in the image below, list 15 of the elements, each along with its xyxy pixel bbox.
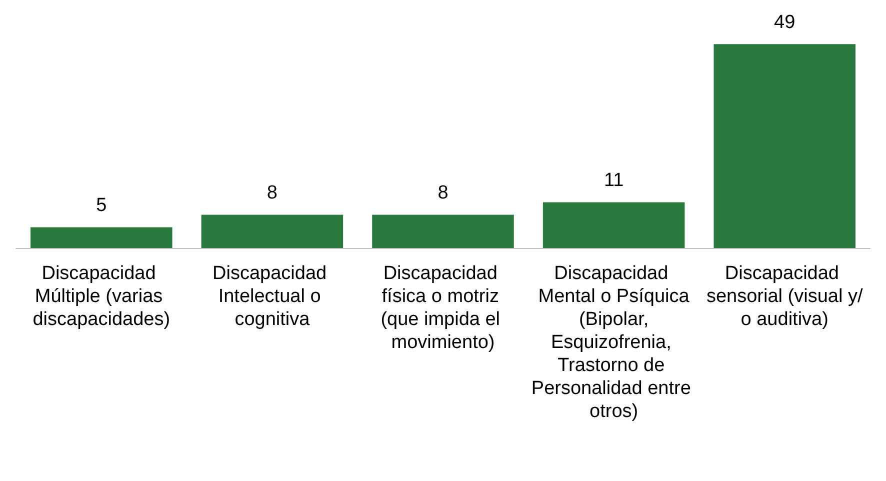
x-tick-label: Discapacidad Mental o Psíquica (Bipolar, Esquizofrenia, Trastorno de Personalidad entre otros) (531, 263, 696, 422)
bar (372, 214, 514, 248)
bar (542, 202, 685, 248)
x-tick-label: Discapacidad física o motriz (que impida el movimiento) (380, 263, 506, 353)
data-label: 11 (604, 170, 624, 192)
bar (714, 44, 856, 248)
data-label: 8 (438, 182, 448, 204)
x-tick-label: Discapacidad Múltiple (varias discapacidades) (32, 263, 170, 330)
bar (201, 214, 344, 248)
x-tick-label: Discapacidad Intelectual o cognitiva (212, 263, 332, 330)
x-tick-label: Discapacidad sensorial (visual y/o auditiva) (706, 263, 864, 330)
data-label: 5 (96, 195, 107, 216)
data-label: 49 (774, 12, 796, 34)
bar (30, 227, 172, 248)
data-label: 8 (266, 182, 278, 204)
